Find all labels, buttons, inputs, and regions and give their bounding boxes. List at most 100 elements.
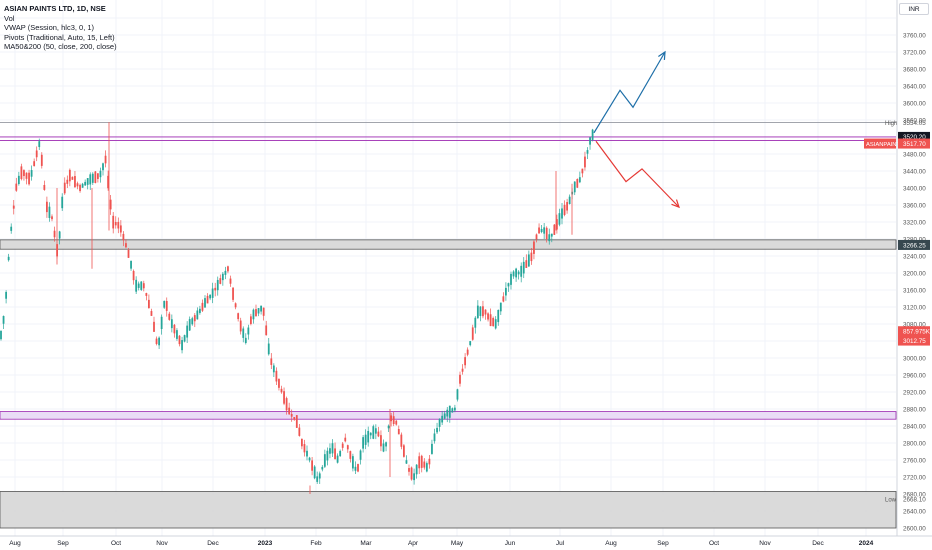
- candle: [35, 146, 38, 162]
- time-tick-label: May: [451, 540, 464, 547]
- chart-legend: ASIAN PAINTS LTD, 1D, NSE Vol VWAP (Sess…: [4, 4, 117, 52]
- candle-body: [114, 222, 117, 226]
- candle: [135, 276, 138, 295]
- candle: [33, 158, 36, 167]
- candle-body: [482, 306, 484, 317]
- candle: [461, 364, 464, 375]
- candle: [145, 292, 148, 301]
- candle: [265, 320, 268, 336]
- candle-body: [403, 445, 405, 457]
- candle: [137, 281, 140, 291]
- candle: [290, 409, 293, 422]
- candle-body: [132, 270, 135, 281]
- candle: [58, 230, 61, 245]
- candle-body: [30, 170, 33, 177]
- candle-body: [76, 183, 79, 187]
- candle: [209, 294, 211, 301]
- indicator-vol[interactable]: Vol: [4, 13, 15, 23]
- candle: [191, 316, 194, 326]
- candle-body: [221, 273, 224, 281]
- candle-body: [527, 254, 530, 267]
- candle: [438, 418, 441, 432]
- price-tick-label: 3480.00: [903, 151, 926, 158]
- zone-rect-0: [0, 239, 897, 250]
- candle-body: [341, 443, 344, 448]
- candle-body: [86, 178, 89, 185]
- candle-body: [323, 454, 326, 467]
- candle-body: [23, 170, 25, 177]
- candle: [540, 225, 543, 234]
- candle-body: [267, 343, 270, 355]
- time-tick-label: Oct: [111, 540, 121, 547]
- candle: [323, 449, 326, 468]
- candle: [48, 202, 51, 222]
- candle: [76, 181, 79, 190]
- chart-grid: [0, 0, 896, 536]
- candle-body: [173, 324, 176, 334]
- time-tick-label: Nov: [759, 540, 771, 547]
- symbol-title[interactable]: ASIAN PAINTS LTD, 1D, NSE: [4, 4, 106, 13]
- candle-body: [512, 271, 515, 277]
- candle: [476, 300, 479, 319]
- candle: [487, 312, 489, 322]
- candle-body: [127, 249, 130, 258]
- candle: [158, 336, 160, 350]
- candle-body: [219, 278, 222, 284]
- candle: [30, 165, 33, 181]
- candle: [25, 172, 28, 185]
- candle-body: [561, 208, 563, 219]
- candle-body: [367, 430, 370, 443]
- candle-body: [68, 169, 71, 182]
- candle-body: [288, 407, 291, 415]
- candle: [84, 179, 87, 186]
- candle-body: [155, 338, 158, 344]
- currency-button[interactable]: INR: [899, 3, 929, 15]
- price-tick-label: 2960.00: [903, 372, 926, 379]
- time-tick-label: Aug: [605, 540, 617, 547]
- candle-body: [433, 433, 436, 442]
- candle: [211, 282, 214, 304]
- candle-body: [71, 176, 74, 180]
- candle-body: [568, 196, 571, 204]
- candle-body: [397, 429, 400, 435]
- candle-body: [336, 455, 339, 463]
- candle: [568, 194, 571, 205]
- candle: [308, 456, 311, 463]
- candle: [28, 169, 30, 186]
- price-tick-label: 3120.00: [903, 304, 926, 311]
- candle-body: [548, 234, 551, 242]
- candle-body: [28, 172, 30, 185]
- candle: [433, 428, 436, 444]
- candle-body: [316, 476, 319, 482]
- candle: [520, 262, 523, 283]
- candle-body: [262, 307, 265, 316]
- candle: [153, 316, 155, 332]
- indicator-pivots[interactable]: Pivots (Traditional, Auto, 15, Left): [4, 32, 115, 42]
- high-value: 3554.05: [903, 120, 926, 127]
- candle-body: [538, 227, 540, 234]
- candle: [61, 193, 64, 211]
- candle: [112, 212, 115, 234]
- indicator-vwap[interactable]: VWAP (Session, hlc3, 0, 1): [4, 23, 95, 32]
- candle-body: [520, 265, 523, 277]
- candle: [400, 432, 403, 450]
- candle: [237, 312, 240, 322]
- candle-body: [224, 270, 227, 275]
- level-3520-label-bg: [898, 131, 930, 142]
- candle: [321, 465, 324, 472]
- projection-down-arrow: [595, 140, 680, 208]
- candle-body: [112, 215, 115, 229]
- candle-body: [104, 155, 107, 164]
- candle: [494, 316, 497, 330]
- time-tick-label: Dec: [812, 540, 824, 547]
- candle-body: [122, 233, 125, 241]
- candle: [573, 181, 576, 196]
- symbol-tag-bg: [864, 138, 896, 149]
- vwap-label: 3012.75: [903, 338, 926, 345]
- candle-body: [443, 413, 446, 419]
- candle-body: [84, 181, 87, 186]
- candle-body: [364, 434, 367, 445]
- time-tick-label: Jul: [556, 540, 565, 547]
- indicator-ma[interactable]: MA50&200 (50, close, 200, close): [4, 42, 117, 51]
